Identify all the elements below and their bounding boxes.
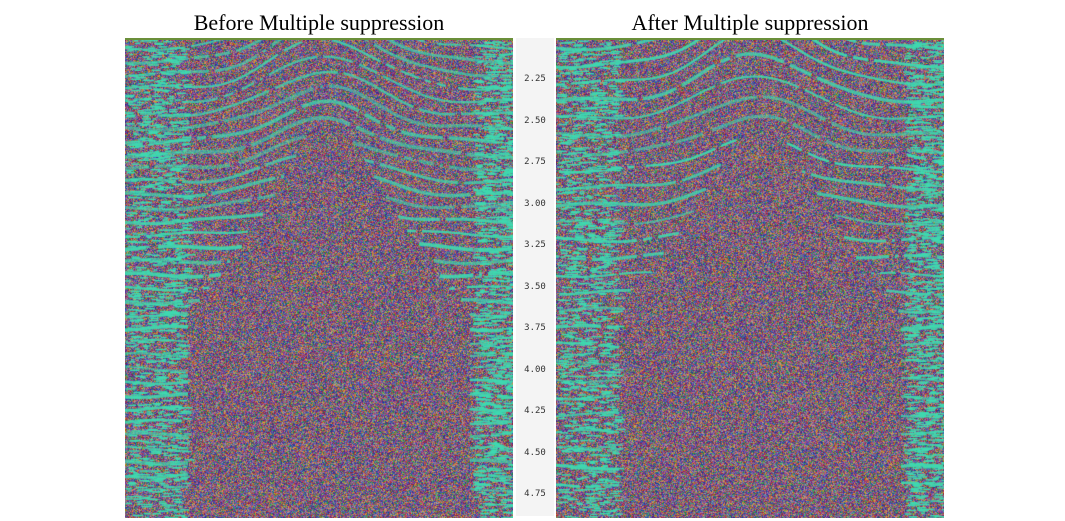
seismic-section-before [125,38,513,518]
time-axis-tick-label: 2.50 [524,115,546,126]
after-panel-title: After Multiple suppression [631,10,869,35]
time-axis-tick-label: 4.00 [524,364,546,375]
time-axis: 2.25 2.50 2.75 3.00 3.25 3.50 3.75 4.00 4.25 4.50… [516,38,554,516]
time-axis-tick-label: 4.25 [524,406,546,417]
seismic-image-before [125,40,513,518]
time-axis-tick-label: 4.75 [524,489,546,500]
seismic-section-after [556,38,944,518]
time-axis-tick-label: 2.25 [524,74,546,85]
time-axis-tick-label: 3.50 [524,281,546,292]
time-axis-tick-label: 3.25 [524,240,546,251]
time-axis-tick-label: 2.75 [524,157,546,168]
seismic-image-after [556,40,944,518]
time-axis-tick-label: 4.50 [524,447,546,458]
time-axis-tick-label: 3.75 [524,323,546,334]
time-axis-tick-label: 3.00 [524,198,546,209]
before-panel-title: Before Multiple suppression [193,10,445,35]
